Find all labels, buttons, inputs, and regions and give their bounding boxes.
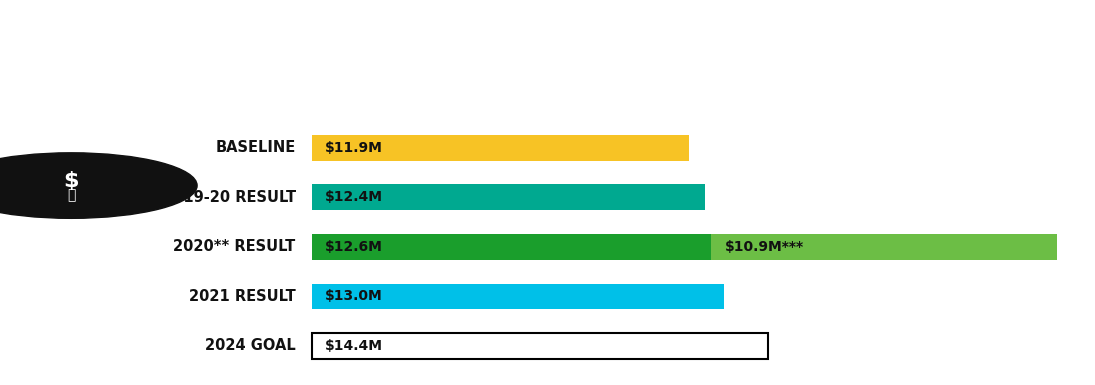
- Text: $12.6M: $12.6M: [325, 240, 383, 254]
- FancyBboxPatch shape: [312, 184, 705, 210]
- Text: ✋: ✋: [67, 189, 76, 203]
- Text: BASELINE: BASELINE: [216, 140, 296, 155]
- Text: $13.0M: $13.0M: [325, 290, 383, 303]
- Circle shape: [0, 153, 197, 218]
- Text: By 2024, we’re aiming to increase the amount of money going to smaller and
mediu: By 2024, we’re aiming to increase the am…: [16, 28, 733, 62]
- Text: $14.4M: $14.4M: [325, 339, 383, 353]
- Text: $10.9M***: $10.9M***: [725, 240, 804, 254]
- Text: $: $: [64, 171, 79, 191]
- Text: $11.9M: $11.9M: [325, 141, 383, 155]
- Text: 2021 RESULT: 2021 RESULT: [189, 289, 296, 304]
- FancyBboxPatch shape: [712, 234, 1057, 260]
- FancyBboxPatch shape: [312, 283, 724, 309]
- FancyBboxPatch shape: [312, 333, 769, 359]
- Text: 2019-20 RESULT: 2019-20 RESULT: [162, 190, 296, 205]
- FancyBboxPatch shape: [312, 234, 712, 260]
- Text: $12.4M: $12.4M: [325, 190, 383, 204]
- Text: 2020** RESULT: 2020** RESULT: [173, 239, 296, 254]
- Text: 2024 GOAL: 2024 GOAL: [205, 338, 296, 353]
- FancyBboxPatch shape: [312, 135, 689, 161]
